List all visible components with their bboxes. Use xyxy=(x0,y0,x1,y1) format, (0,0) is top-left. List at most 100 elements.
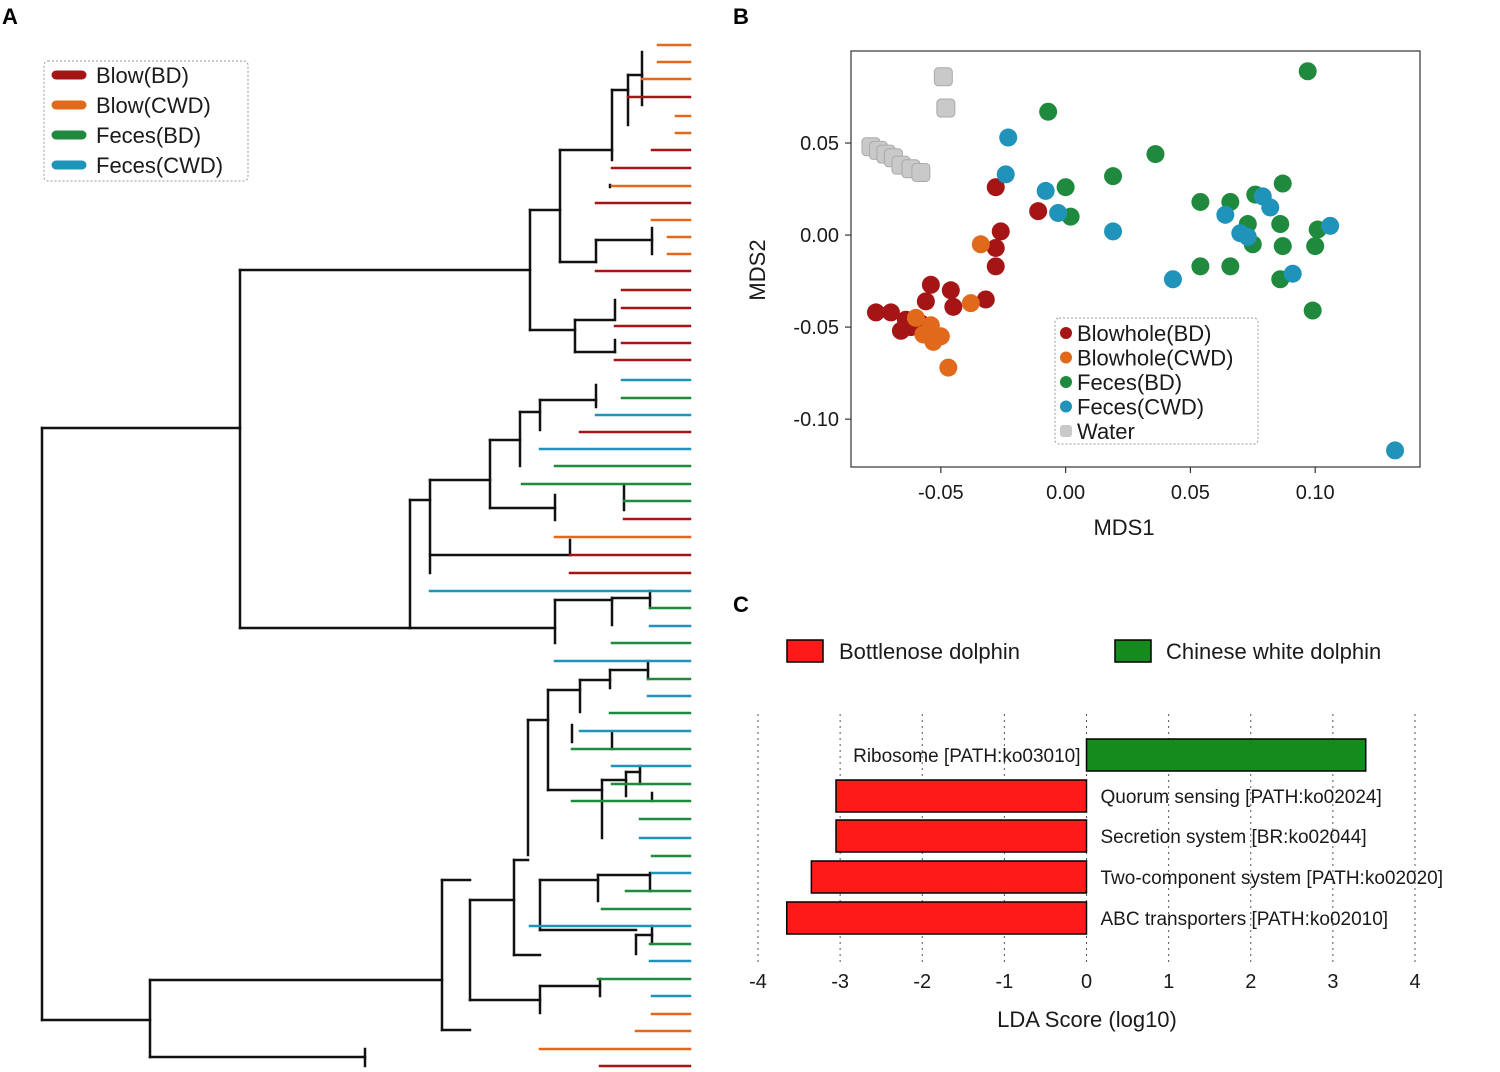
lda-x-axis: -4 -3 -2 -1 0 1 2 3 4 xyxy=(749,971,1420,993)
mds-point xyxy=(1298,62,1317,81)
mds-point xyxy=(936,98,956,118)
lda-x-tick-label: 0 xyxy=(1081,971,1092,993)
mds-legend-label: Feces(CWD) xyxy=(1077,395,1204,420)
lda-bar-secretion-system-br-ko02044: Secretion system [BR:ko02044] xyxy=(835,819,1367,853)
lda-bar xyxy=(835,779,1088,813)
lda-x-tick-label: -3 xyxy=(831,971,849,993)
mds-series-feces-cwd xyxy=(996,128,1405,460)
lda-bar-label: Quorum sensing [PATH:ko02024] xyxy=(1101,787,1382,808)
mds-point xyxy=(1321,216,1340,235)
mds-y-axis-title: MDS2 xyxy=(745,239,770,300)
dendrogram-legend-item-feces-cwd: Feces(CWD) xyxy=(51,153,223,178)
mds-point xyxy=(1039,102,1058,121)
mds-series-feces-bd xyxy=(1039,62,1327,320)
mds-point xyxy=(1049,203,1068,222)
lda-x-axis-title: LDA Score (log10) xyxy=(997,1007,1177,1032)
mds-legend: Blowhole(BD)Blowhole(CWD)Feces(BD)Feces(… xyxy=(1054,317,1259,445)
mds-x-tick-label: -0.05 xyxy=(918,482,964,504)
mds-point xyxy=(1238,227,1257,246)
lda-x-tick-label: -1 xyxy=(995,971,1013,993)
legend-label-feces-cwd: Feces(CWD) xyxy=(96,153,223,178)
lda-legend-swatch-chinese-white xyxy=(1114,639,1152,663)
mds-point xyxy=(961,294,980,313)
mds-x-tick-label: 0.10 xyxy=(1296,482,1335,504)
dendrogram-legend-box xyxy=(43,60,249,182)
mds-points xyxy=(861,62,1405,460)
mds-point xyxy=(916,292,935,311)
mds-legend-item-feces-bd: Feces(BD) xyxy=(1060,370,1182,395)
mds-legend-label: Feces(BD) xyxy=(1077,370,1182,395)
panel-c-letter: C xyxy=(733,592,749,617)
mds-x-tick-label: 0.05 xyxy=(1171,482,1210,504)
mds-point xyxy=(941,281,960,300)
lda-bar-two-component-system-path-ko02020: Two-component system [PATH:ko02020] xyxy=(810,860,1444,894)
mds-point xyxy=(944,297,963,316)
mds-point xyxy=(924,332,943,351)
mds-legend-swatch xyxy=(1060,376,1072,388)
mds-point xyxy=(1104,222,1123,241)
mds-point xyxy=(1271,215,1290,234)
lda-x-tick-label: 3 xyxy=(1327,971,1338,993)
dendrogram-legend-item-feces-bd: Feces(BD) xyxy=(51,123,201,148)
mds-point xyxy=(866,303,885,322)
mds-series-water xyxy=(861,67,956,182)
mds-legend-item-feces-cwd: Feces(CWD) xyxy=(1060,395,1204,420)
mds-point xyxy=(933,67,953,87)
mds-y-axis: 0.05 0.00 -0.05 -0.10 xyxy=(793,133,851,431)
mds-point xyxy=(939,358,958,377)
mds-y-tick-label: -0.10 xyxy=(793,409,839,431)
legend-label-blow-bd: Blow(BD) xyxy=(96,63,189,88)
mds-point xyxy=(921,275,940,294)
mds-legend-item-water: Water xyxy=(1060,419,1135,444)
mds-legend-label: Blowhole(CWD) xyxy=(1077,346,1233,371)
mds-point xyxy=(991,222,1010,241)
mds-x-axis-title: MDS1 xyxy=(1093,515,1154,540)
lda-bars: Ribosome [PATH:ko03010] Quorum sensing [P… xyxy=(785,738,1444,935)
mds-legend-label: Blowhole(BD) xyxy=(1077,321,1212,346)
lda-bar-label: Ribosome [PATH:ko03010] xyxy=(853,746,1080,767)
panel-b-letter: B xyxy=(733,4,749,29)
lda-legend-swatch-bottlenose xyxy=(786,639,824,663)
mds-point xyxy=(881,303,900,322)
lda-bar-label: Secretion system [BR:ko02044] xyxy=(1101,827,1367,848)
mds-point xyxy=(976,290,995,309)
lda-bar-label: ABC transporters [PATH:ko02010] xyxy=(1101,909,1389,930)
mds-point xyxy=(1273,174,1292,193)
lda-bar xyxy=(785,901,1088,935)
lda-bar xyxy=(1085,738,1367,772)
legend-label-feces-bd: Feces(BD) xyxy=(96,123,201,148)
mds-point xyxy=(1191,257,1210,276)
mds-point xyxy=(906,308,925,327)
lda-x-tick-label: 4 xyxy=(1409,971,1420,993)
mds-x-tick-label: 0.00 xyxy=(1046,482,1085,504)
mds-legend-swatch xyxy=(1060,400,1072,413)
mds-point xyxy=(1163,270,1182,289)
dendrogram-legend-item-blow-cwd: Blow(CWD) xyxy=(51,93,211,118)
mds-point xyxy=(999,128,1018,147)
lda-legend-label-chinese-white: Chinese white dolphin xyxy=(1166,639,1381,664)
mds-x-axis: -0.05 0.00 0.05 0.10 xyxy=(918,467,1335,504)
mds-legend-swatch xyxy=(1060,327,1072,339)
legend-label-blow-cwd: Blow(CWD) xyxy=(96,93,211,118)
lda-legend-label-bottlenose: Bottlenose dolphin xyxy=(839,639,1020,664)
mds-point xyxy=(891,321,910,340)
mds-point xyxy=(1303,301,1322,320)
mds-point xyxy=(911,162,931,182)
mds-point xyxy=(986,178,1005,197)
lda-x-tick-label: -2 xyxy=(913,971,931,993)
dendrogram-legend: Blow(BD) Blow(CWD) Feces(BD) Feces(CWD) xyxy=(43,60,249,182)
mds-point xyxy=(1036,181,1055,200)
lda-legend: Bottlenose dolphin Chinese white dolphin xyxy=(786,639,1381,664)
mds-series-blowhole-cwd xyxy=(906,235,990,377)
mds-legend-swatch xyxy=(1060,351,1072,364)
mds-point xyxy=(1191,192,1210,211)
mds-y-tick-label: -0.05 xyxy=(793,317,839,339)
mds-point xyxy=(1283,264,1302,283)
lda-x-tick-label: -4 xyxy=(749,971,767,993)
mds-point xyxy=(1221,257,1240,276)
lda-bar-label: Two-component system [PATH:ko02020] xyxy=(1101,868,1444,889)
mds-legend-swatch xyxy=(1060,425,1072,437)
mds-point xyxy=(1261,198,1280,217)
mds-point xyxy=(1273,237,1292,256)
mds-point xyxy=(1386,441,1405,460)
